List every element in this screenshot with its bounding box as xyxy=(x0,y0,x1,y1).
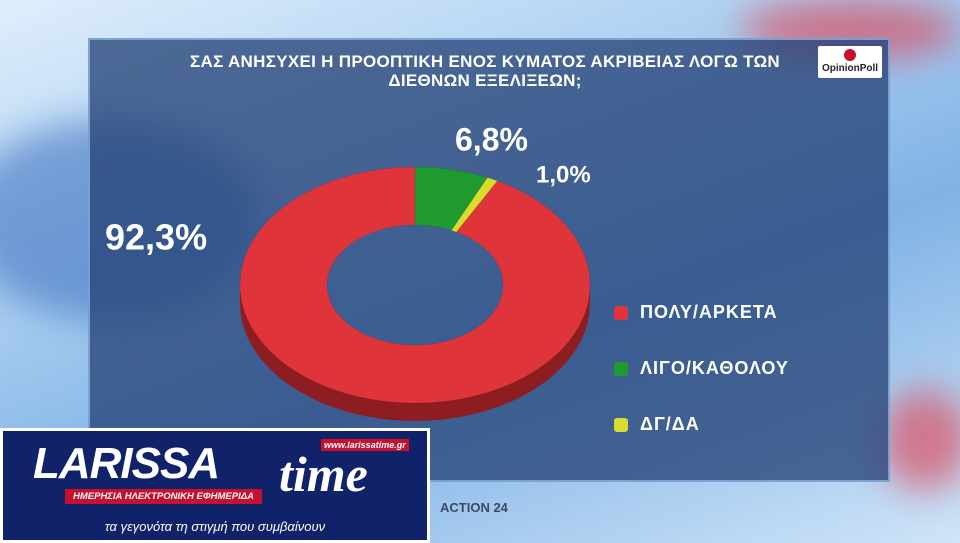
donut xyxy=(239,166,591,404)
legend-swatch xyxy=(614,306,628,320)
pollster-name: OpinionPoll xyxy=(821,63,879,74)
legend-label: ΔΓ/ΔΑ xyxy=(640,414,700,434)
labels: 92,3% 6,8% 1,0% ΠΟΛΥ/ΑΡΚΕΤΑ ΛΙΓΟ/ΚΑΘΟΛΟΥ ΔΓ/Δ… xyxy=(105,121,789,434)
watermark-time: time xyxy=(279,446,368,502)
watermark-subtitle: ΗΜΕΡΗΣΙΑ ΗΛΕΚΤΡΟΝΙΚΗ ΕΦΗΜΕΡΙΔΑ xyxy=(65,489,262,504)
legend-label: ΠΟΛΥ/ΑΡΚΕΤΑ xyxy=(640,302,778,322)
legend-swatch xyxy=(614,418,628,432)
value-label: 92,3% xyxy=(105,217,207,258)
watermark-url: www.larissatime.gr xyxy=(321,439,409,451)
legend-swatch xyxy=(614,362,628,376)
value-label: 6,8% xyxy=(455,121,528,157)
background-blur xyxy=(880,390,960,490)
watermark-tagline: τα γεγονότα τη στιγμή που συμβαίνουν xyxy=(104,519,326,534)
value-label: 1,0% xyxy=(536,161,591,188)
channel-logo: ACTION 24 xyxy=(440,500,508,515)
watermark: LARISSA time www.larissatime.gr ΗΜΕΡΗΣΙΑ… xyxy=(0,428,430,543)
chart-title: ΣΑΣ ΑΝΗΣΥΧΕΙ Η ΠΡΟΟΠΤΙΚΗ ΕΝΟΣ ΚΥΜΑΤΟΣ ΑΚ… xyxy=(190,52,780,90)
watermark-name: LARISSA xyxy=(33,439,220,488)
slice xyxy=(451,177,498,233)
legend-label: ΛΙΓΟ/ΚΑΘΟΛΟΥ xyxy=(640,358,789,378)
pollster-logo: OpinionPoll xyxy=(818,46,882,78)
